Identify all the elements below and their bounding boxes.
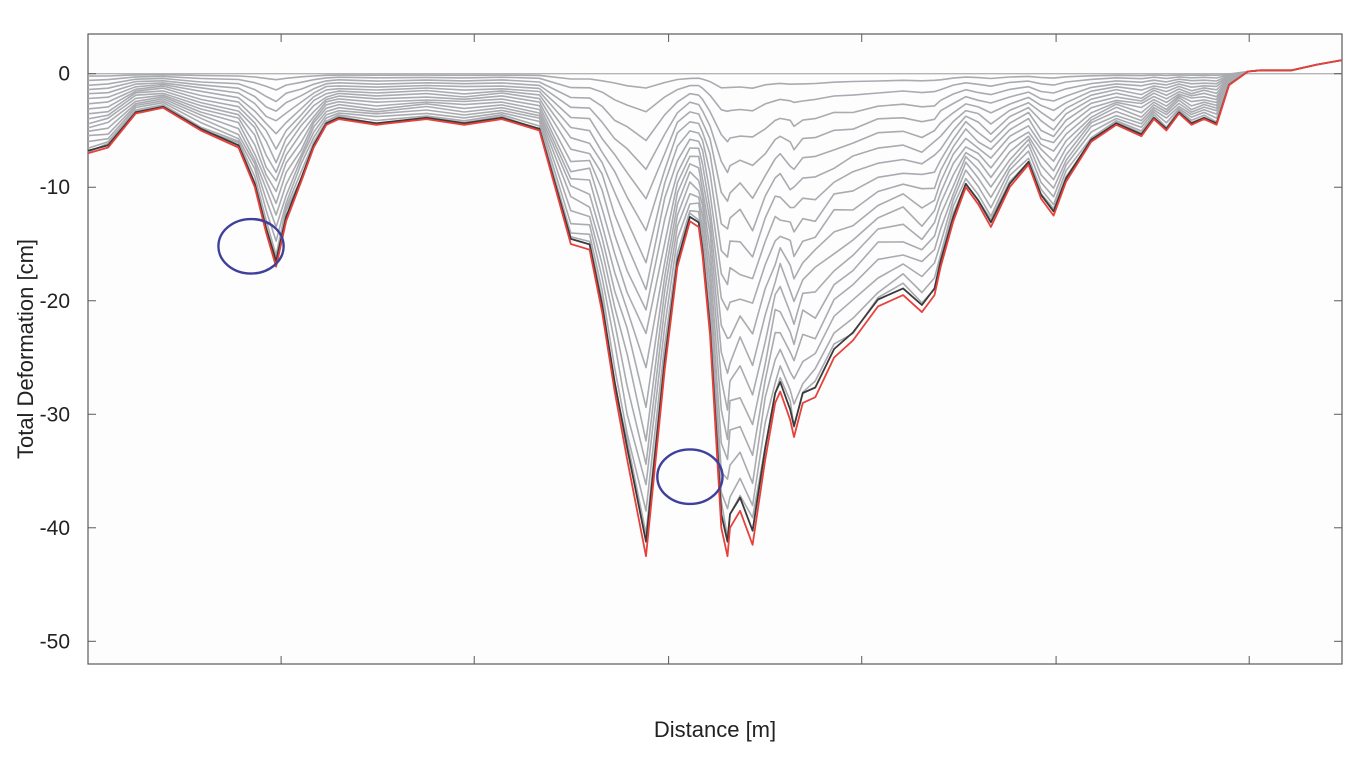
x-ticks	[280, 34, 1250, 664]
earlier-epoch-line	[87, 59, 1343, 202]
earlier-epoch-line	[87, 59, 1343, 311]
y-ticks: 0 -10 -20 -30 -40 -50	[40, 63, 1342, 653]
highlight-ellipse	[656, 448, 724, 506]
penultimate-epoch-line	[87, 59, 1343, 543]
y-tick-label: -10	[40, 176, 70, 199]
y-tick-label: 0	[58, 63, 70, 86]
final-epoch-line	[87, 59, 1343, 558]
earlier-epoch-line	[87, 59, 1343, 174]
annotation-layer	[217, 217, 724, 506]
earlier-epoch-line	[87, 59, 1343, 89]
earlier-epoch-line	[87, 59, 1343, 143]
y-axis-label: Total Deformation [cm]	[13, 239, 38, 459]
earlier-epoch-line	[87, 59, 1343, 375]
x-axis-label: Distance [m]	[654, 717, 776, 742]
earlier-epoch-line	[87, 59, 1343, 264]
earlier-epoch-line	[87, 59, 1343, 465]
earlier-epoch-line	[87, 59, 1343, 442]
y-tick-label: -40	[40, 517, 70, 540]
y-tick-label: -20	[40, 290, 70, 313]
earlier-epoch-line	[87, 59, 1343, 486]
y-tick-label: -30	[40, 403, 70, 426]
series-layer	[87, 59, 1343, 558]
earlier-epoch-line	[87, 59, 1343, 232]
earlier-epoch-line	[87, 59, 1343, 512]
earlier-epoch-line	[87, 59, 1343, 411]
earlier-epoch-line	[87, 59, 1343, 291]
earlier-epoch-line	[87, 59, 1343, 113]
earlier-epoch-line	[87, 59, 1343, 340]
y-tick-label: -50	[40, 630, 70, 653]
highlight-ellipse	[217, 217, 285, 275]
